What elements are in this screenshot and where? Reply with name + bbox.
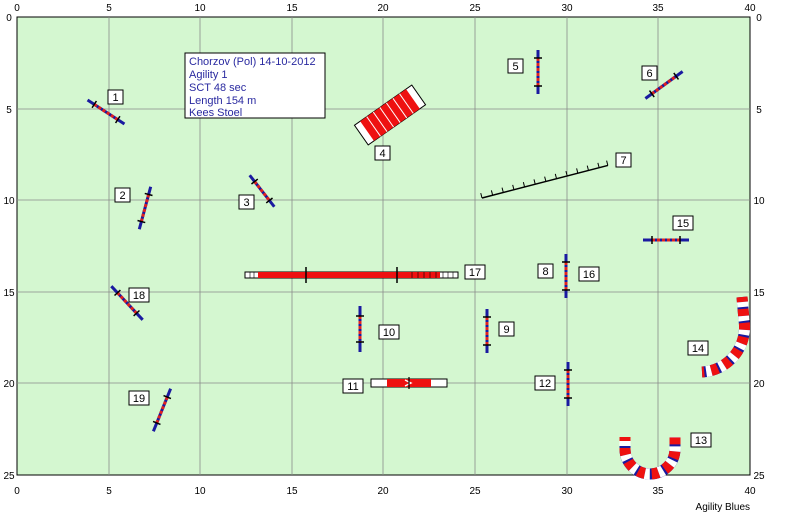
x-tick: 20	[377, 486, 389, 497]
obstacle-jump-8	[562, 254, 570, 298]
info-judge: Kees Stoel	[189, 107, 242, 119]
x-tick: 40	[744, 486, 756, 497]
field	[16, 16, 751, 476]
info-venue: Chorzov (Pol) 14-10-2012	[189, 56, 316, 68]
x-axis-bottom: 0 5 10 15 20 25 30 35 40	[14, 486, 756, 497]
y-tick: 10	[753, 196, 765, 207]
y-tick: 15	[3, 288, 15, 299]
obstacle-tunnel-13	[619, 437, 681, 480]
label-4: 4	[374, 145, 391, 161]
obstacle-tunnel-14	[701, 296, 751, 378]
x-tick: 5	[106, 486, 112, 497]
svg-text:17: 17	[469, 267, 481, 279]
y-tick: 0	[756, 13, 762, 24]
obstacle-jump-2	[137, 186, 153, 230]
svg-text:16: 16	[583, 269, 595, 281]
x-tick: 10	[194, 3, 206, 14]
course-info-box: Chorzov (Pol) 14-10-2012 Agility 1 SCT 4…	[184, 52, 326, 119]
y-tick: 10	[3, 196, 15, 207]
svg-text:11: 11	[347, 381, 358, 393]
svg-text:13: 13	[695, 435, 707, 447]
obstacle-jump-12	[564, 362, 572, 406]
x-tick: 30	[561, 3, 573, 14]
svg-text:6: 6	[646, 68, 652, 80]
y-axis-right: 0 5 10 15 20 25	[753, 13, 765, 482]
label-13: 13	[690, 432, 712, 448]
obstacle-jump-15	[643, 236, 689, 244]
brand-label: Agility Blues	[696, 502, 750, 513]
obstacle-jump-18	[110, 285, 144, 321]
label-15: 15	[672, 215, 694, 231]
x-tick: 5	[106, 3, 112, 14]
x-tick: 15	[286, 486, 298, 497]
svg-text:14: 14	[692, 343, 704, 355]
svg-text:19: 19	[133, 393, 145, 405]
obstacle-jump-10	[356, 306, 364, 352]
label-16: 16	[578, 266, 600, 282]
label-7: 7	[615, 152, 632, 168]
obstacle-jump-5	[534, 50, 542, 94]
label-14: 14	[687, 340, 709, 356]
obstacle-jump-9	[483, 309, 491, 353]
y-tick: 15	[753, 288, 765, 299]
info-sct: SCT 48 sec	[189, 82, 247, 94]
y-axis-left: 0 5 10 15 20 25	[3, 13, 15, 482]
y-tick: 25	[3, 471, 15, 482]
x-tick: 15	[286, 3, 298, 14]
svg-text:3: 3	[243, 197, 249, 209]
svg-text:1: 1	[112, 92, 118, 104]
label-6: 6	[641, 65, 658, 81]
x-tick: 0	[14, 486, 20, 497]
svg-text:10: 10	[383, 327, 395, 339]
y-tick: 5	[6, 105, 12, 116]
info-class: Agility 1	[189, 69, 228, 81]
obstacle-jump-3	[248, 174, 276, 208]
x-tick: 35	[652, 486, 664, 497]
obstacle-tunnel-4	[353, 84, 427, 146]
label-12: 12	[534, 375, 556, 391]
label-5: 5	[507, 58, 524, 74]
obstacle-dogwalk-17	[244, 267, 459, 283]
info-length: Length 154 m	[189, 95, 256, 107]
obstacle-seesaw-11	[370, 377, 448, 389]
svg-text:15: 15	[677, 218, 689, 230]
label-1: 1	[107, 89, 124, 105]
label-9: 9	[498, 321, 515, 337]
svg-text:2: 2	[119, 190, 125, 202]
label-2: 2	[114, 187, 131, 203]
label-18: 18	[128, 287, 150, 303]
obstacle-jump-6	[644, 70, 684, 100]
obstacle-jump-1	[86, 98, 126, 126]
y-tick: 20	[3, 379, 15, 390]
label-19: 19	[128, 390, 150, 406]
y-tick: 25	[753, 471, 765, 482]
label-3: 3	[238, 194, 255, 210]
obstacle-jump-19	[151, 388, 173, 432]
x-tick: 25	[469, 486, 481, 497]
label-10: 10	[378, 324, 400, 340]
x-axis-top: 0 5 10 15 20 25 30 35 40	[14, 3, 756, 14]
x-tick: 40	[744, 3, 756, 14]
svg-text:5: 5	[512, 61, 518, 73]
svg-text:8: 8	[542, 266, 548, 278]
y-tick: 0	[6, 13, 12, 24]
x-tick: 10	[194, 486, 206, 497]
svg-text:12: 12	[539, 378, 551, 390]
svg-text:9: 9	[503, 324, 509, 336]
svg-text:7: 7	[620, 155, 626, 167]
x-tick: 20	[377, 3, 389, 14]
x-tick: 0	[14, 3, 20, 14]
y-tick: 20	[753, 379, 765, 390]
label-8: 8	[537, 263, 554, 279]
x-tick: 25	[469, 3, 481, 14]
label-17: 17	[464, 264, 486, 280]
x-tick: 30	[561, 486, 573, 497]
y-tick: 5	[756, 105, 762, 116]
label-11: 11	[342, 378, 364, 394]
obstacle-weave-7	[480, 160, 609, 199]
svg-text:18: 18	[133, 290, 145, 302]
svg-text:4: 4	[379, 148, 385, 160]
x-tick: 35	[652, 3, 664, 14]
